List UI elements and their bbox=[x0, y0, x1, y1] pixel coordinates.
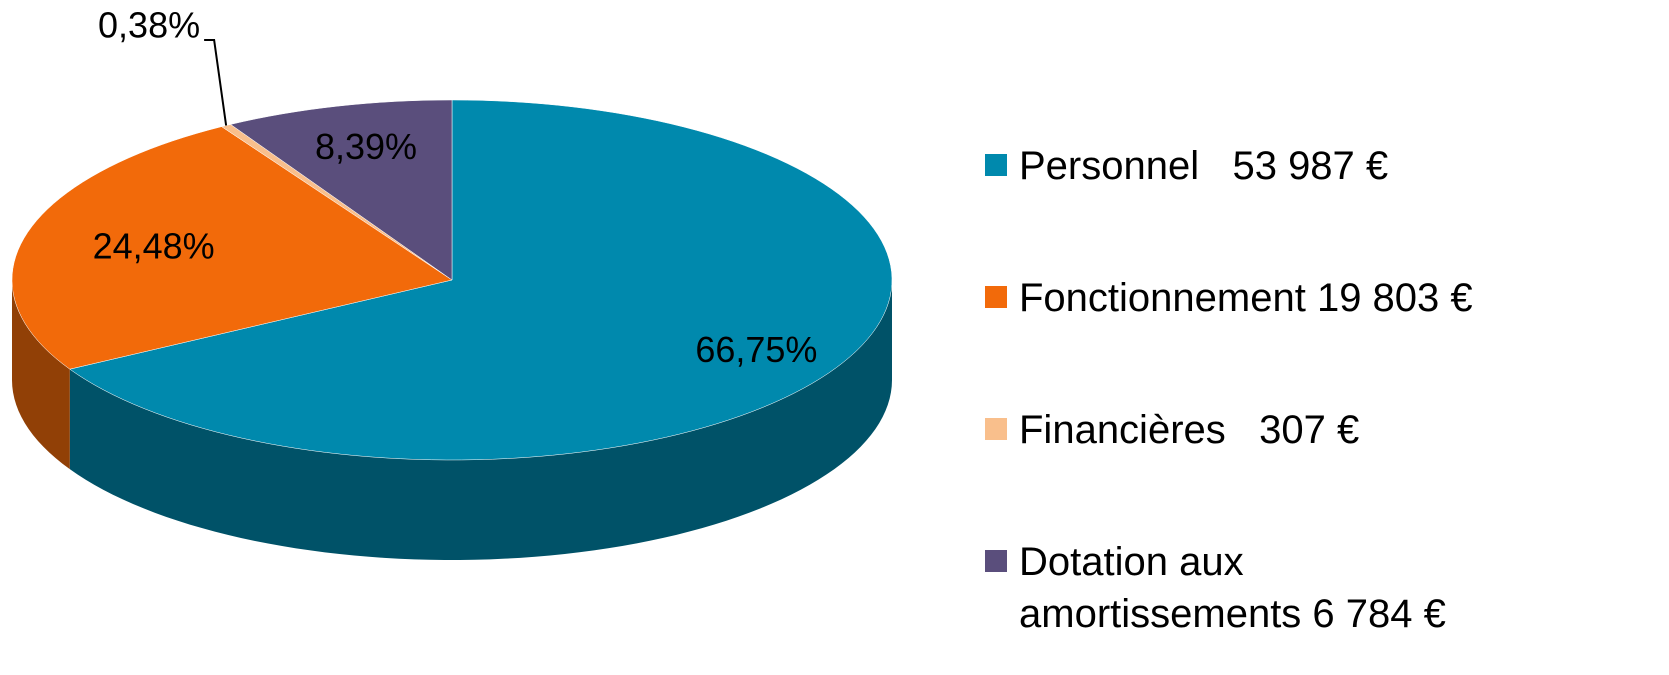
legend-label: Financières 307 € bbox=[1019, 408, 1360, 452]
slice bbox=[230, 99, 453, 281]
legend-item: Fonctionnement 19 803 € bbox=[985, 272, 1509, 324]
legend-swatch bbox=[985, 286, 1007, 308]
legend-item: Personnel 53 987 € bbox=[985, 140, 1509, 192]
slice-side bbox=[69, 280, 893, 560]
leader-line bbox=[204, 39, 228, 126]
data-label: 0,38% bbox=[98, 5, 200, 46]
legend-label: Personnel 53 987 € bbox=[1019, 144, 1389, 188]
legend-item: Financières 307 € bbox=[985, 404, 1509, 456]
data-label: 8,39% bbox=[315, 126, 417, 167]
legend-label: Fonctionnement 19 803 € bbox=[1019, 276, 1473, 320]
slice bbox=[69, 99, 893, 461]
slice bbox=[11, 126, 453, 370]
legend-item: Dotation aux amortissements 6 784 € bbox=[985, 536, 1509, 640]
slice-side bbox=[12, 280, 70, 470]
chart: 66,75% 24,48% 0,38% 8,39% bbox=[11, 5, 893, 560]
legend-swatch bbox=[985, 418, 1007, 440]
data-label: 24,48% bbox=[93, 225, 215, 266]
data-label: 66,75% bbox=[695, 329, 817, 370]
legend-label: Dotation aux amortissements 6 784 € bbox=[1019, 540, 1446, 636]
legend-swatch bbox=[985, 550, 1007, 572]
legend-swatch bbox=[985, 154, 1007, 176]
